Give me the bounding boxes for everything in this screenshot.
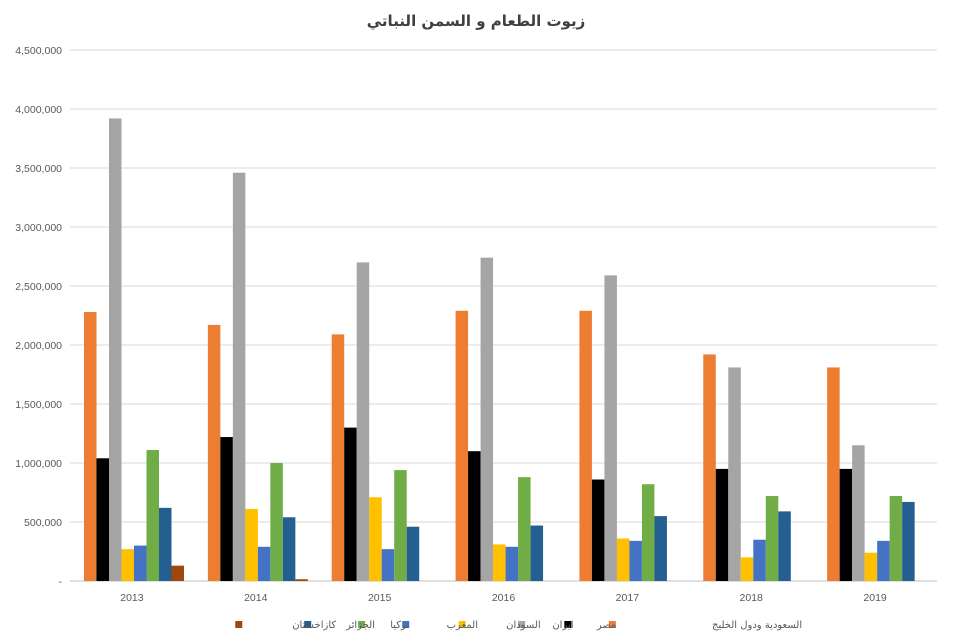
y-tick-label: - xyxy=(59,576,63,588)
bar xyxy=(406,526,420,581)
bar xyxy=(641,484,655,581)
bar xyxy=(84,311,97,581)
bar xyxy=(480,257,494,581)
bar xyxy=(220,437,233,581)
bar xyxy=(270,463,283,581)
gridlines xyxy=(70,49,937,582)
legend-swatch xyxy=(564,621,572,628)
legend-label: كازاخستان xyxy=(292,620,336,631)
x-tick-label: 2014 xyxy=(244,592,268,604)
legend: السعودية ودول الخليج مصر ايران السودان المغر… xyxy=(235,620,802,631)
x-axis: 2013 2014 2015 2016 2017 2018 2019 xyxy=(120,592,887,604)
bar xyxy=(207,324,221,581)
y-tick-label: 2,000,000 xyxy=(15,340,62,352)
bar xyxy=(591,479,605,581)
bar xyxy=(839,468,853,581)
bar xyxy=(629,540,642,581)
x-tick-label: 2017 xyxy=(616,592,640,604)
bar xyxy=(121,549,134,581)
legend-swatch xyxy=(358,621,366,628)
legend-label: المغرب xyxy=(447,620,478,631)
bar xyxy=(381,549,395,581)
bar xyxy=(728,367,741,581)
legend-swatch xyxy=(304,621,312,628)
bar xyxy=(282,517,296,581)
bar xyxy=(109,118,122,581)
bar xyxy=(715,468,729,581)
legend-label: تركيا xyxy=(390,620,409,631)
x-tick-label: 2019 xyxy=(863,592,887,604)
bar xyxy=(356,262,370,581)
bar xyxy=(295,579,308,581)
x-tick-label: 2013 xyxy=(120,592,144,604)
y-tick-label: 2,500,000 xyxy=(15,281,62,293)
bar xyxy=(171,565,184,581)
legend-label: الجزائر xyxy=(345,620,375,631)
bar xyxy=(493,544,506,581)
y-tick-label: 4,500,000 xyxy=(15,45,62,57)
bar xyxy=(753,539,766,581)
bar xyxy=(505,546,519,581)
bar xyxy=(604,275,617,581)
bar xyxy=(394,470,407,581)
x-tick-label: 2016 xyxy=(492,592,516,604)
y-tick-label: 1,500,000 xyxy=(15,399,62,411)
y-tick-label: 3,500,000 xyxy=(15,163,62,175)
bar xyxy=(740,557,754,581)
bar xyxy=(902,501,915,581)
bar xyxy=(889,496,903,581)
bar xyxy=(344,427,357,581)
y-tick-label: 1,000,000 xyxy=(15,458,62,470)
y-tick-label: 3,000,000 xyxy=(15,222,62,234)
legend-swatch xyxy=(608,621,616,628)
legend-label: السعودية ودول الخليج xyxy=(712,620,802,631)
bar xyxy=(468,451,481,581)
bar xyxy=(96,458,109,581)
bar xyxy=(616,538,630,581)
legend-swatch xyxy=(518,621,526,628)
bar xyxy=(159,507,172,581)
bar xyxy=(765,496,779,581)
legend-swatch xyxy=(402,621,410,628)
x-tick-label: 2018 xyxy=(740,592,764,604)
legend-swatch xyxy=(458,621,466,628)
bar xyxy=(146,450,159,581)
legend-swatch xyxy=(235,621,243,628)
bar xyxy=(245,509,258,581)
bar xyxy=(331,334,345,581)
x-tick-label: 2015 xyxy=(368,592,392,604)
bar xyxy=(134,545,147,581)
legend-label: ايران xyxy=(552,620,573,631)
bar xyxy=(778,511,791,581)
bar xyxy=(257,546,271,581)
bar xyxy=(455,310,469,581)
bar xyxy=(827,367,840,581)
bar xyxy=(530,525,544,581)
bar xyxy=(369,497,382,581)
bar xyxy=(852,445,865,581)
bar xyxy=(232,172,246,581)
bar xyxy=(654,516,667,581)
bar xyxy=(518,477,531,581)
chart-title: زيوت الطعام و السمن النباتي xyxy=(367,12,586,30)
bar xyxy=(877,540,890,581)
legend-label: السودان xyxy=(506,620,541,631)
bar xyxy=(703,354,716,581)
bar xyxy=(864,552,878,581)
y-tick-label: 4,000,000 xyxy=(15,104,62,116)
y-tick-label: 500,000 xyxy=(24,517,62,529)
bar xyxy=(579,310,592,581)
y-axis: - 500,000 1,000,000 1,500,000 2,000,000 2,500… xyxy=(15,45,62,588)
legend-label: مصر xyxy=(596,620,617,631)
bars xyxy=(84,118,915,581)
